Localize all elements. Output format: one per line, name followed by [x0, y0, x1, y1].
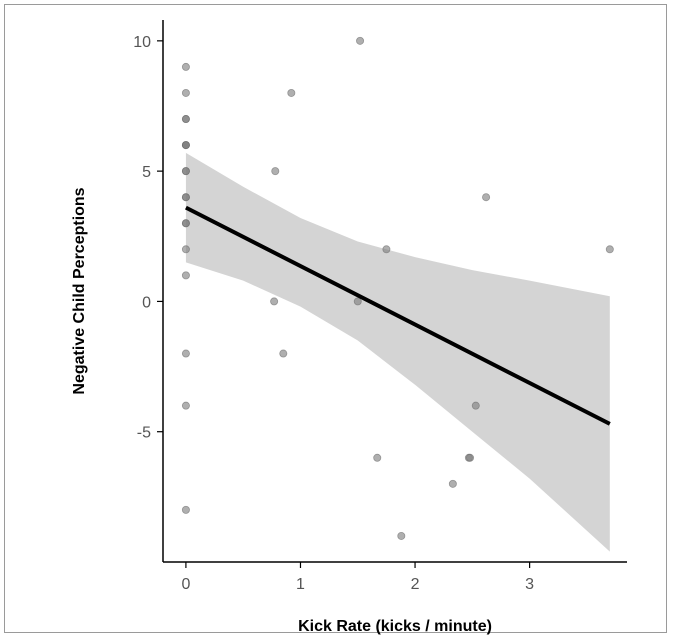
y-tick-label: 0 — [142, 294, 151, 311]
y-tick-label: -5 — [137, 425, 151, 442]
data-point — [181, 115, 190, 124]
data-point — [181, 141, 190, 150]
data-point — [181, 167, 190, 176]
data-point — [471, 401, 480, 410]
data-point — [448, 479, 457, 488]
x-tick-label: 2 — [411, 576, 420, 593]
data-point — [373, 453, 382, 462]
data-point — [382, 245, 391, 254]
data-point — [181, 401, 190, 410]
confidence-band — [185, 152, 610, 552]
data-point — [482, 193, 491, 202]
y-tick-label: 5 — [142, 164, 151, 181]
data-point — [181, 245, 190, 254]
fit-line — [185, 205, 611, 426]
data-point — [287, 88, 296, 97]
x-tick-label: 3 — [525, 576, 534, 593]
y-axis-title: Negative Child Perceptions — [71, 187, 88, 394]
data-points-layer — [181, 36, 614, 540]
data-point — [397, 531, 406, 540]
data-point — [605, 245, 614, 254]
x-axis-title: Kick Rate (kicks / minute) — [298, 618, 492, 635]
data-point — [181, 349, 190, 358]
data-point — [181, 271, 190, 280]
data-point — [181, 505, 190, 514]
confidence-band-layer — [185, 152, 610, 552]
data-point — [181, 193, 190, 202]
data-point — [270, 297, 279, 306]
data-point — [181, 62, 190, 71]
data-point — [181, 88, 190, 97]
data-point — [181, 219, 190, 228]
data-point — [279, 349, 288, 358]
data-point — [353, 297, 362, 306]
data-point — [356, 36, 365, 45]
fit-line-layer — [185, 205, 611, 426]
axes-layer: 10 5 0 -5 0 1 2 3 — [133, 20, 627, 593]
x-tick-label: 0 — [181, 576, 190, 593]
y-tick-label: 10 — [133, 34, 151, 51]
data-point — [466, 453, 475, 462]
x-tick-label: 1 — [296, 576, 305, 593]
data-point — [271, 167, 280, 176]
